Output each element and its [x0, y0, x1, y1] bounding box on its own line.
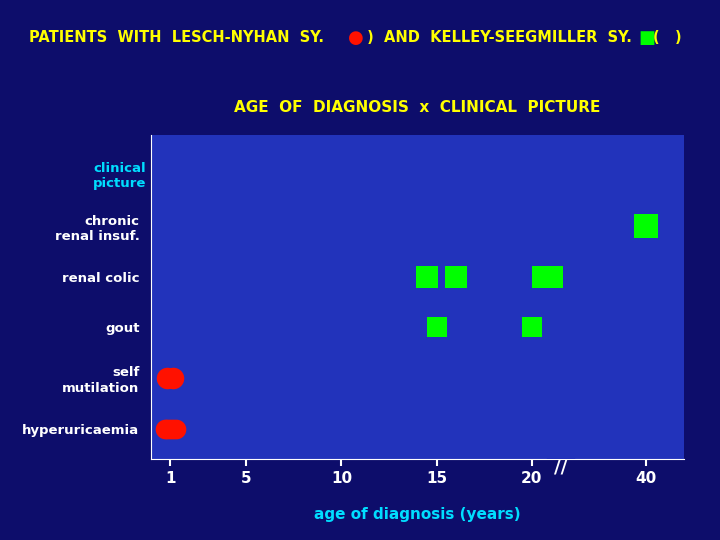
Text: clinical
picture: clinical picture — [92, 161, 146, 190]
Point — [450, 272, 462, 281]
Text: (   ): ( ) — [653, 30, 682, 45]
Text: )  AND  KELLEY-SEEGMILLER  SY.: ) AND KELLEY-SEEGMILLER SY. — [362, 30, 632, 45]
Point — [167, 374, 179, 382]
Point — [158, 424, 170, 433]
Point — [537, 272, 549, 281]
X-axis label: age of diagnosis (years): age of diagnosis (years) — [315, 507, 521, 522]
Point — [170, 424, 181, 433]
Text: ●: ● — [348, 29, 364, 47]
Bar — [547, 457, 574, 459]
Text: //: // — [554, 459, 567, 477]
Point — [526, 323, 538, 332]
Text: AGE  OF  DIAGNOSIS  x  CLINICAL  PICTURE: AGE OF DIAGNOSIS x CLINICAL PICTURE — [235, 100, 600, 116]
Text: ■: ■ — [639, 29, 656, 47]
Point — [161, 374, 173, 382]
Point — [167, 424, 179, 433]
Point — [431, 323, 442, 332]
Point — [640, 222, 652, 231]
Point — [546, 272, 557, 281]
Point — [161, 424, 173, 433]
Text: PATIENTS  WITH  LESCH-NYHAN  SY.: PATIENTS WITH LESCH-NYHAN SY. — [29, 30, 324, 45]
Point — [164, 424, 176, 433]
Point — [421, 272, 433, 281]
